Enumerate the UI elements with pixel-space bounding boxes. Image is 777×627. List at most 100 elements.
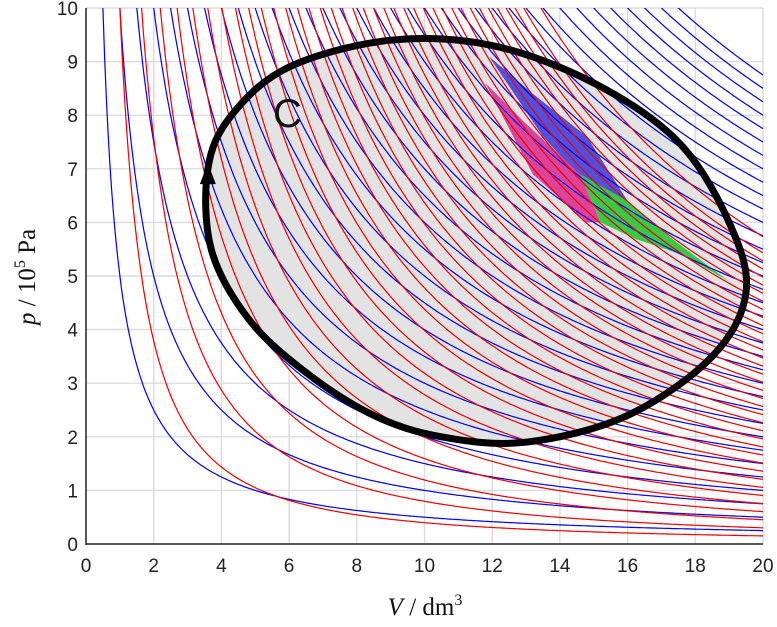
y-axis-sep: / <box>14 293 41 312</box>
isotherm-curve <box>389 8 763 304</box>
isotherm-curve <box>136 8 763 505</box>
cycle-outline <box>199 34 751 447</box>
isotherm-curve <box>626 8 763 116</box>
adiabat-curve <box>523 8 763 254</box>
y-axis-unit: Pa <box>14 229 41 260</box>
y-axis-unit-exp: 5 <box>12 260 29 268</box>
adiabat-curve <box>383 8 763 375</box>
adiabat-curve <box>540 8 763 238</box>
y-tick-label: 1 <box>67 481 78 502</box>
adiabat-curve <box>159 8 763 521</box>
adiabat-curve <box>432 8 763 335</box>
isotherm-curve <box>474 8 763 237</box>
isotherm-curve <box>559 8 763 170</box>
isotherm-curve <box>119 8 763 518</box>
x-axis-symbol: V <box>388 594 406 621</box>
isotherm-curve <box>643 8 763 103</box>
adiabat-curve <box>273 8 763 456</box>
adiabat-curve <box>505 8 763 270</box>
y-tick-label: 3 <box>67 374 78 395</box>
adiabat-curve <box>451 8 763 319</box>
adiabat-curve <box>478 8 763 294</box>
isotherm-curve <box>339 8 763 344</box>
axes <box>85 8 763 545</box>
y-tick-label: 6 <box>67 213 78 234</box>
isotherm-curve <box>575 8 763 156</box>
y-tick-label: 0 <box>67 535 78 556</box>
y-tick-label: 4 <box>67 321 78 342</box>
isotherm-curve <box>254 8 763 411</box>
adiabat-curve <box>487 8 763 286</box>
isotherm-curve <box>322 8 763 357</box>
x-tick-label: 4 <box>216 556 227 577</box>
x-axis-sep: / <box>403 594 422 621</box>
isotherm-curve <box>288 8 763 384</box>
adiabat-curve <box>372 8 763 383</box>
adiabat-curve <box>248 8 763 472</box>
adiabat-curve <box>362 8 763 391</box>
adiabat-curve <box>469 8 763 302</box>
x-tick-label: 14 <box>549 556 571 577</box>
adiabat-curve <box>422 8 763 343</box>
y-axis-label: p / 105 Pa <box>12 229 41 327</box>
isotherm-curve <box>609 8 763 130</box>
adiabat-curve <box>496 8 763 278</box>
x-tick-label: 6 <box>284 556 295 577</box>
x-axis-unit: dm <box>422 594 455 621</box>
adiabat-curve <box>192 8 763 505</box>
isotherm-curve <box>203 8 763 451</box>
adiabat-curve <box>308 8 763 432</box>
highlight-region-3 <box>580 174 730 282</box>
x-tick-label: 2 <box>148 556 159 577</box>
isotherm-curve <box>592 8 763 143</box>
adiabat-curve <box>352 8 763 400</box>
x-tick-label: 16 <box>617 556 638 577</box>
adiabat-curve <box>514 8 763 262</box>
y-tick-label: 10 <box>57 0 78 20</box>
y-axis-unit-prefix: 10 <box>14 268 41 293</box>
y-axis-symbol: p <box>14 313 41 328</box>
x-axis-unit-exp: 3 <box>454 592 462 609</box>
isotherm-adiabat-curves <box>102 8 763 537</box>
adiabat-curve <box>260 8 763 464</box>
adiabat-curve <box>341 8 763 408</box>
isotherm-curve <box>102 8 763 532</box>
cycle-direction-arrow <box>199 163 216 185</box>
y-tick-label: 2 <box>67 428 78 449</box>
adiabat-curve <box>330 8 763 416</box>
y-tick-label: 9 <box>67 53 78 74</box>
highlight-region-2 <box>485 83 601 223</box>
adiabat-curve <box>119 8 763 537</box>
adiabat-curve <box>441 8 763 327</box>
adiabat-curve <box>234 8 763 480</box>
y-tick-label: 5 <box>67 267 78 288</box>
y-tick-label: 7 <box>67 160 78 181</box>
isotherm-curve <box>525 8 763 197</box>
adiabat-curve <box>296 8 763 440</box>
x-tick-label: 0 <box>81 556 92 577</box>
x-tick-label: 10 <box>414 556 435 577</box>
isotherm-curve <box>491 8 763 223</box>
adiabat-curve <box>393 8 763 367</box>
x-tick-label: 12 <box>482 556 503 577</box>
x-tick-label: 20 <box>752 556 773 577</box>
adiabat-curve <box>319 8 763 424</box>
x-axis-label: V / dm3 <box>388 592 463 621</box>
isotherm-curve <box>220 8 763 438</box>
isotherm-curve <box>440 8 763 264</box>
isotherm-curve <box>423 8 763 277</box>
adiabat-curve <box>207 8 763 497</box>
x-tick-label: 18 <box>685 556 706 577</box>
cycle-outline-path <box>202 34 751 447</box>
x-tick-label: 8 <box>352 556 363 577</box>
adiabat-curve <box>285 8 763 448</box>
adiabat-curve <box>403 8 763 359</box>
adiabat-curve <box>460 8 763 311</box>
isotherm-curve <box>356 8 763 331</box>
adiabat-curve <box>221 8 763 488</box>
cycle-label: C <box>273 92 302 136</box>
isotherm-curve <box>508 8 763 210</box>
isotherm-curve <box>373 8 763 317</box>
